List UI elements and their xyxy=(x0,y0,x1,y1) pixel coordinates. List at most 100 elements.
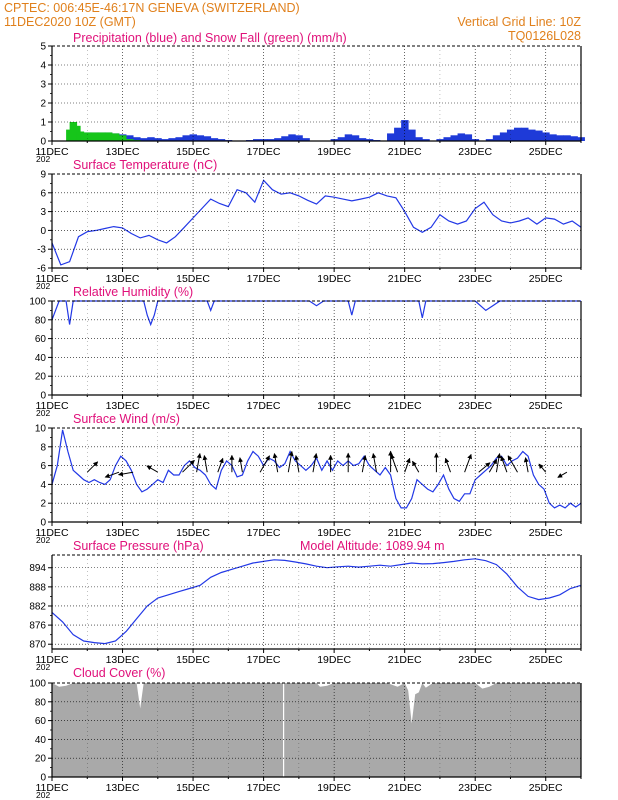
rain-bar xyxy=(464,134,473,141)
rain-bar xyxy=(513,127,522,141)
x-tick-label: 15DEC xyxy=(176,527,210,539)
x-tick-label: 13DEC xyxy=(106,273,140,285)
rain-bar xyxy=(408,129,416,141)
wind-arrow xyxy=(478,462,491,473)
rain-bar xyxy=(387,133,395,141)
y-tick-label: 40 xyxy=(35,353,47,364)
temp-title: Surface Temperature (nC) xyxy=(73,158,217,172)
y-tick-label: 876 xyxy=(29,621,46,632)
rain-bar xyxy=(563,135,571,141)
y-tick-label: 894 xyxy=(29,563,46,574)
rain-bar xyxy=(182,135,190,141)
x-tick-label: 19DEC xyxy=(317,782,351,794)
rain-bar xyxy=(570,136,578,141)
x-tick-label: 11DEC xyxy=(35,527,68,539)
wind-arrow xyxy=(294,454,300,473)
rain-bar xyxy=(217,139,226,141)
wind-arrow xyxy=(117,471,134,477)
x-tick-label: 21DEC xyxy=(388,146,422,158)
y-tick-label: 2 xyxy=(40,499,46,510)
wind-arrow xyxy=(412,460,420,473)
snow-bar xyxy=(126,139,134,141)
rain-bar xyxy=(210,138,219,141)
rain-bar xyxy=(358,138,367,141)
x-tick-label: 21DEC xyxy=(388,782,422,794)
rain-bar xyxy=(485,139,494,141)
wind-arrow xyxy=(202,454,208,473)
wind-arrow xyxy=(523,457,529,473)
rain-bar xyxy=(471,139,480,141)
rain-bar xyxy=(351,135,360,141)
y-tick-label: 5 xyxy=(40,42,46,53)
y-tick-label: 40 xyxy=(35,735,47,746)
x-tick-label: 13DEC xyxy=(106,146,140,158)
x-tick-label: 15DEC xyxy=(176,782,210,794)
x-tick-label: 11DEC xyxy=(35,400,68,412)
rain-bar xyxy=(260,139,268,141)
y-tick-label: 0 xyxy=(40,518,46,529)
x-tick-label: 21DEC xyxy=(388,400,422,412)
x-tick-label: 11DEC xyxy=(35,146,68,158)
x-tick-label: 23DEC xyxy=(458,273,492,285)
x-tick-label: 15DEC xyxy=(176,273,210,285)
cloud-gap xyxy=(282,683,285,777)
x-tick-label: 25DEC xyxy=(529,527,563,539)
snow-bar xyxy=(111,133,120,141)
x-tick-label: 23DEC xyxy=(458,782,492,794)
wind-arrow xyxy=(371,452,377,473)
wind-arrow xyxy=(146,465,159,473)
rain-bar xyxy=(196,135,205,141)
pressure-panel xyxy=(48,554,582,653)
wind-arrow xyxy=(196,452,202,473)
wind-arrow xyxy=(507,455,518,473)
rain-bar xyxy=(506,129,515,141)
x-tick-label: 19DEC xyxy=(317,400,351,412)
x-tick-label: 11DEC xyxy=(35,782,68,794)
wind-panel xyxy=(48,427,582,526)
y-tick-label: 870 xyxy=(29,640,46,651)
temp-panel xyxy=(48,173,582,272)
year-label: 202 xyxy=(36,662,50,672)
year-label: 202 xyxy=(36,154,50,164)
rain-bar xyxy=(267,139,275,141)
x-tick-label: 17DEC xyxy=(247,146,281,158)
rain-bar xyxy=(457,133,466,141)
snow-bar xyxy=(97,132,106,141)
y-tick-label: 80 xyxy=(35,315,47,326)
cloud-cover-area xyxy=(52,683,581,777)
run-time: 11DEC2020 10Z (GMT) xyxy=(4,15,136,29)
y-tick-label: 8 xyxy=(40,442,46,453)
rain-bar xyxy=(443,137,451,141)
rain-bar xyxy=(337,137,346,141)
wind-arrow xyxy=(272,452,279,473)
wind-arrow xyxy=(444,457,451,473)
header: CPTEC: 006:45E-46:17N GENEVA (SWITZERLAN… xyxy=(0,0,618,46)
pressure-title: Surface Pressure (hPa) xyxy=(73,539,204,553)
y-tick-label: 100 xyxy=(29,297,46,308)
rain-bar xyxy=(154,138,162,141)
rh-title: Relative Humidity (%) xyxy=(73,285,193,299)
y-tick-label: 888 xyxy=(29,582,46,593)
rain-bar xyxy=(302,138,310,141)
x-tick-label: 21DEC xyxy=(388,273,422,285)
x-tick-label: 25DEC xyxy=(529,273,563,285)
wind-arrow xyxy=(217,457,224,473)
rain-bar xyxy=(281,136,289,141)
x-tick-label: 15DEC xyxy=(176,146,210,158)
pressure-line xyxy=(51,558,582,645)
x-tick-label: 15DEC xyxy=(176,654,210,666)
wind-arrow xyxy=(488,458,498,473)
precip-panel xyxy=(48,45,585,145)
x-tick-label: 25DEC xyxy=(529,400,563,412)
rain-bar xyxy=(168,138,176,141)
x-tick-label: 17DEC xyxy=(247,654,281,666)
year-label: 202 xyxy=(36,535,50,545)
rain-bar xyxy=(288,134,296,141)
rain-bar xyxy=(450,135,458,141)
rain-bar xyxy=(499,132,508,141)
y-tick-label: 0 xyxy=(40,773,46,784)
snow-bar xyxy=(119,135,127,141)
y-tick-label: 0 xyxy=(40,391,46,402)
cloud-title: Cloud Cover (%) xyxy=(73,666,165,680)
